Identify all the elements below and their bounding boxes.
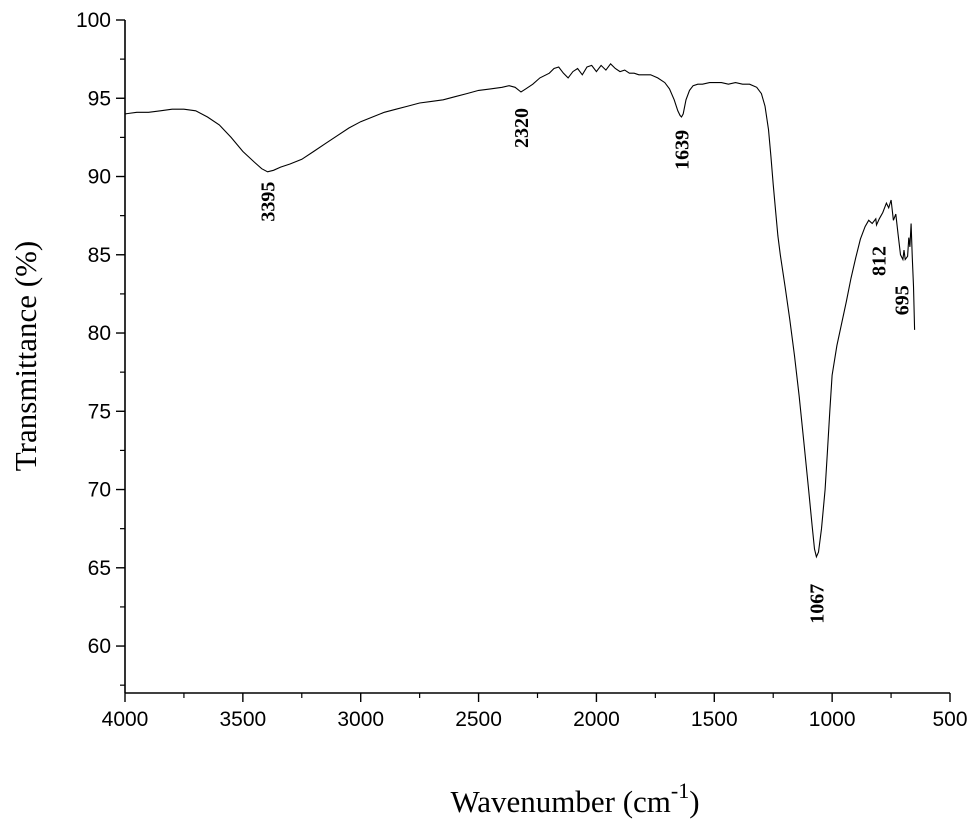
x-tick-label-1500: 1500 xyxy=(691,708,738,731)
x-tick-label-500: 500 xyxy=(932,708,967,731)
y-tick-label-65: 65 xyxy=(88,557,111,580)
y-tick-label-70: 70 xyxy=(88,479,111,502)
x-tick-label-3500: 3500 xyxy=(219,708,266,731)
x-tick-label-4000: 4000 xyxy=(102,708,149,731)
transmittance-series-line xyxy=(124,62,916,559)
y-tick-label-60: 60 xyxy=(88,635,111,658)
y-ticks-group: 60 65 70 75 80 85 90 95 100 xyxy=(76,9,125,686)
y-axis-title: Transmittance (%) xyxy=(8,241,43,471)
y-tick-label-100: 100 xyxy=(76,9,111,32)
x-tick-label-2000: 2000 xyxy=(573,708,620,731)
peak-label-3395: 3395 xyxy=(258,182,280,222)
x-axis-title-close: ) xyxy=(689,784,699,819)
y-tick-label-80: 80 xyxy=(88,322,111,345)
x-tick-label-2500: 2500 xyxy=(455,708,502,731)
peak-label-2320: 2320 xyxy=(511,108,533,148)
peak-label-1639: 1639 xyxy=(672,130,694,170)
x-ticks-group: 4000 3500 3000 2500 2000 1500 1000 500 xyxy=(102,693,968,731)
peak-label-1067: 1067 xyxy=(806,584,828,624)
y-tick-label-90: 90 xyxy=(88,166,111,189)
y-tick-label-85: 85 xyxy=(88,244,111,267)
x-axis-title-main: Wavenumber (cm xyxy=(450,784,670,819)
x-axis-title: Wavenumber (cm-1) xyxy=(450,778,699,819)
x-axis-title-superscript: -1 xyxy=(671,778,689,803)
y-tick-label-95: 95 xyxy=(88,87,111,110)
x-tick-label-3000: 3000 xyxy=(337,708,384,731)
peak-label-695: 695 xyxy=(892,285,914,315)
x-tick-label-1000: 1000 xyxy=(809,708,856,731)
peak-label-812: 812 xyxy=(869,246,891,276)
y-tick-label-75: 75 xyxy=(88,400,111,423)
